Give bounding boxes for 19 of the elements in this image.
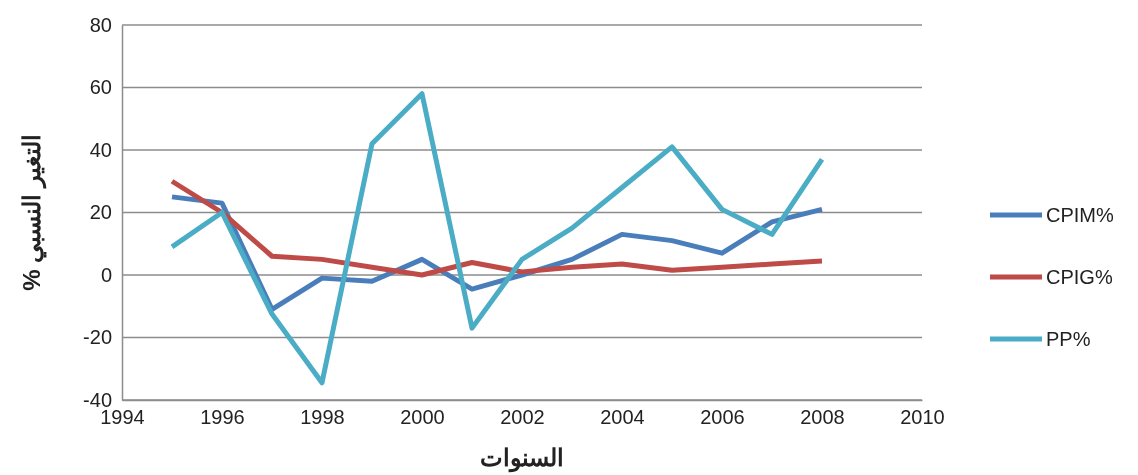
x-tick-label: 2002	[500, 406, 545, 429]
x-tick-label: 2006	[700, 406, 745, 429]
legend-label: CPIM%	[1046, 204, 1114, 226]
x-tick-label: 2010	[900, 406, 945, 429]
legend-label: PP%	[1046, 328, 1091, 350]
y-tick-label: 80	[89, 13, 112, 36]
y-tick-label: 20	[89, 201, 112, 224]
x-tick-label: 2008	[800, 406, 845, 429]
y-axis-title: التغير النسبي %	[18, 134, 47, 291]
x-axis-title: السنوات	[480, 444, 564, 473]
x-tick-label: 2000	[400, 406, 445, 429]
x-tick-label: 2004	[600, 406, 645, 429]
legend-label: CPIG%	[1046, 266, 1113, 288]
y-tick-label: -20	[83, 326, 112, 349]
x-tick-label: 1998	[300, 406, 345, 429]
y-tick-label: 60	[89, 76, 112, 99]
y-tick-label: 0	[100, 263, 112, 286]
x-tick-label: 1996	[200, 406, 245, 429]
y-tick-label: 40	[89, 138, 112, 161]
